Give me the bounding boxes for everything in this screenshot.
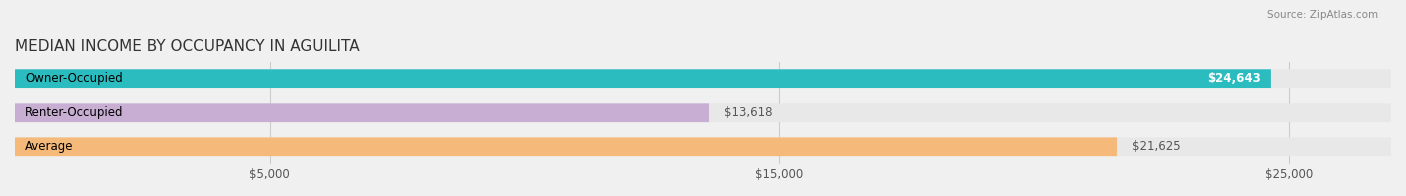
- Text: Owner-Occupied: Owner-Occupied: [25, 72, 122, 85]
- FancyBboxPatch shape: [15, 103, 709, 122]
- Text: $21,625: $21,625: [1132, 140, 1181, 153]
- FancyBboxPatch shape: [15, 137, 1391, 156]
- FancyBboxPatch shape: [15, 137, 1118, 156]
- Text: Source: ZipAtlas.com: Source: ZipAtlas.com: [1267, 10, 1378, 20]
- FancyBboxPatch shape: [15, 103, 1391, 122]
- FancyBboxPatch shape: [15, 69, 1271, 88]
- Text: $24,643: $24,643: [1206, 72, 1261, 85]
- Text: MEDIAN INCOME BY OCCUPANCY IN AGUILITA: MEDIAN INCOME BY OCCUPANCY IN AGUILITA: [15, 39, 360, 54]
- Text: $13,618: $13,618: [724, 106, 773, 119]
- Text: Renter-Occupied: Renter-Occupied: [25, 106, 124, 119]
- FancyBboxPatch shape: [15, 69, 1391, 88]
- Text: Average: Average: [25, 140, 73, 153]
